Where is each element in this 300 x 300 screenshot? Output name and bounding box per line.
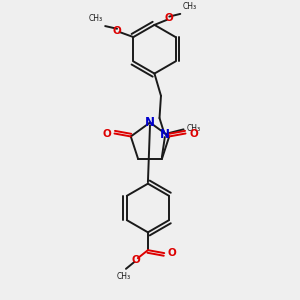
Text: O: O	[189, 128, 198, 139]
Text: O: O	[165, 14, 174, 23]
Text: O: O	[113, 26, 122, 35]
Text: CH₃: CH₃	[187, 124, 201, 133]
Text: O: O	[168, 248, 177, 258]
Text: N: N	[145, 116, 155, 129]
Text: CH₃: CH₃	[182, 2, 197, 10]
Text: O: O	[132, 255, 140, 265]
Text: CH₃: CH₃	[89, 14, 103, 23]
Text: O: O	[102, 128, 111, 139]
Text: CH₃: CH₃	[116, 272, 130, 280]
Text: N: N	[160, 128, 170, 141]
